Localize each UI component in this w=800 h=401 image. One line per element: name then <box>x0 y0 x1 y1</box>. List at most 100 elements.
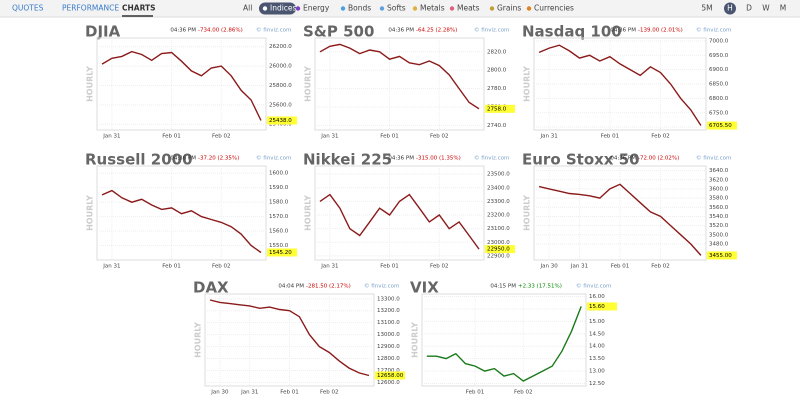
chart-source: © finviz.com <box>474 27 509 34</box>
nav-timeframe[interactable]: D <box>746 4 752 13</box>
x-tick-label: Jan 30 <box>540 264 559 270</box>
nav-tab[interactable]: QUOTES <box>12 4 44 13</box>
y-tick-label: 12900.0 <box>377 344 400 350</box>
plot-frame <box>314 165 485 261</box>
chart-source: © finviz.com <box>474 155 509 162</box>
y-tick-label: 6850.0 <box>709 82 729 88</box>
y-tick-label: 1570.0 <box>269 214 289 220</box>
y-tick-label: 1600.0 <box>269 171 289 177</box>
nav-timeframe[interactable]: 5M <box>701 4 712 13</box>
y-tick-label: 26000.0 <box>269 64 292 70</box>
group-dot <box>412 6 418 11</box>
last-price-box <box>707 251 737 260</box>
x-tick-label: Feb 02 <box>212 264 231 270</box>
nav-group[interactable]: Grains <box>497 4 521 13</box>
chart-change: -281.50 (2.17%) <box>306 284 351 290</box>
price-line <box>538 183 702 256</box>
nav-tab[interactable]: CHARTS <box>122 4 156 13</box>
selected-timeframe <box>724 2 736 15</box>
y-tick-label: 6750.0 <box>709 110 729 116</box>
y-tick-label: 3640.0 <box>709 168 729 174</box>
nav-group[interactable]: Bonds <box>348 4 371 13</box>
y-tick-label: 12.50 <box>589 381 605 387</box>
interval-label: HOURLY <box>523 66 532 102</box>
last-price-box <box>485 245 515 254</box>
nav-timeframe[interactable]: W <box>762 4 770 13</box>
nav-group[interactable]: All <box>243 4 252 13</box>
y-tick-label: 12600.0 <box>377 380 400 386</box>
group-dot <box>262 6 268 11</box>
last-price-label: 15.60 <box>589 304 605 310</box>
selected-group <box>259 2 296 15</box>
y-tick-label: 25400.0 <box>269 122 292 128</box>
y-tick-label: 1550.0 <box>269 243 289 249</box>
chart-title: DAX <box>193 279 229 297</box>
y-tick-label: 6800.0 <box>709 96 729 102</box>
x-tick-label: Jan 31 <box>540 134 558 140</box>
chart-time: 04:36 PM <box>170 156 196 162</box>
y-tick-label: 13200.0 <box>377 308 400 314</box>
nav-group[interactable]: Meats <box>457 4 480 13</box>
interval-label: HOURLY <box>86 66 95 102</box>
chart-source: © finviz.com <box>696 155 731 162</box>
y-tick-label: 23400.0 <box>487 185 510 191</box>
x-tick-label: Feb 02 <box>320 390 339 396</box>
nav-timeframe[interactable]: M <box>780 4 786 13</box>
chart-source: © finviz.com <box>696 27 731 34</box>
chart-time: 04:36 PM <box>610 156 636 162</box>
last-price-label: 1545.20 <box>269 250 292 256</box>
chart-title: Nasdaq 100 <box>522 23 622 41</box>
x-tick-label: Feb 02 <box>651 134 670 140</box>
y-tick-label: 15.00 <box>589 319 605 325</box>
last-price-label: 12658.00 <box>377 373 404 379</box>
y-tick-label: 12800.0 <box>377 356 400 362</box>
group-dot <box>295 6 301 11</box>
last-price-box <box>267 116 297 125</box>
x-tick-label: Feb 01 <box>162 264 181 270</box>
chart-title: Russell 2000 <box>85 151 193 169</box>
chart-change: +2.33 (17.51%) <box>518 284 562 290</box>
x-tick-label: Feb 01 <box>162 134 181 140</box>
chart-change: -734.00 (2.86%) <box>198 28 243 34</box>
chart-title: S&P 500 <box>303 23 374 41</box>
nav-group[interactable]: Currencies <box>534 4 574 13</box>
chart-change: -72.00 (2.02%) <box>638 156 679 162</box>
x-tick-label: Feb 01 <box>280 390 299 396</box>
y-tick-label: 13300.0 <box>377 296 400 302</box>
y-tick-label: 23300.0 <box>487 199 510 205</box>
nav-group[interactable]: Softs <box>387 4 406 13</box>
plot-frame <box>96 165 267 261</box>
x-tick-label: Jan 31 <box>102 264 120 270</box>
y-tick-label: 1590.0 <box>269 185 289 191</box>
nav-timeframe[interactable]: H <box>727 4 733 13</box>
nav-group[interactable]: Energy <box>303 4 330 13</box>
y-tick-label: 3620.0 <box>709 177 729 183</box>
nav-tab[interactable]: PERFORMANCE <box>62 4 119 13</box>
x-tick-label: Feb 02 <box>430 264 449 270</box>
last-price-box <box>587 302 617 311</box>
interval-label: HOURLY <box>304 195 313 231</box>
y-tick-label: 13.00 <box>589 369 605 375</box>
y-tick-label: 2800.0 <box>487 68 507 74</box>
price-line <box>101 50 262 121</box>
x-tick-label: Feb 01 <box>380 264 399 270</box>
last-price-label: 6705.50 <box>709 123 732 129</box>
y-tick-label: 3540.0 <box>709 214 729 220</box>
nav-bar <box>0 0 800 17</box>
y-tick-label: 25800.0 <box>269 83 292 89</box>
nav-group[interactable]: Metals <box>420 4 445 13</box>
y-tick-label: 3520.0 <box>709 223 729 229</box>
y-tick-label: 2780.0 <box>487 86 507 92</box>
nav-group[interactable]: Indices <box>270 4 297 13</box>
x-tick-label: Jan 31 <box>102 134 120 140</box>
chart-source: © finviz.com <box>256 155 291 162</box>
last-price-label: 22950.0 <box>487 247 510 253</box>
y-tick-label: 23000.0 <box>487 240 510 246</box>
chart-time: 04:04 PM <box>278 284 304 290</box>
y-tick-label: 26200.0 <box>269 44 292 50</box>
x-tick-label: Jan 31 <box>570 264 588 270</box>
x-tick-label: Feb 02 <box>651 264 670 270</box>
x-tick-label: Feb 01 <box>611 264 630 270</box>
